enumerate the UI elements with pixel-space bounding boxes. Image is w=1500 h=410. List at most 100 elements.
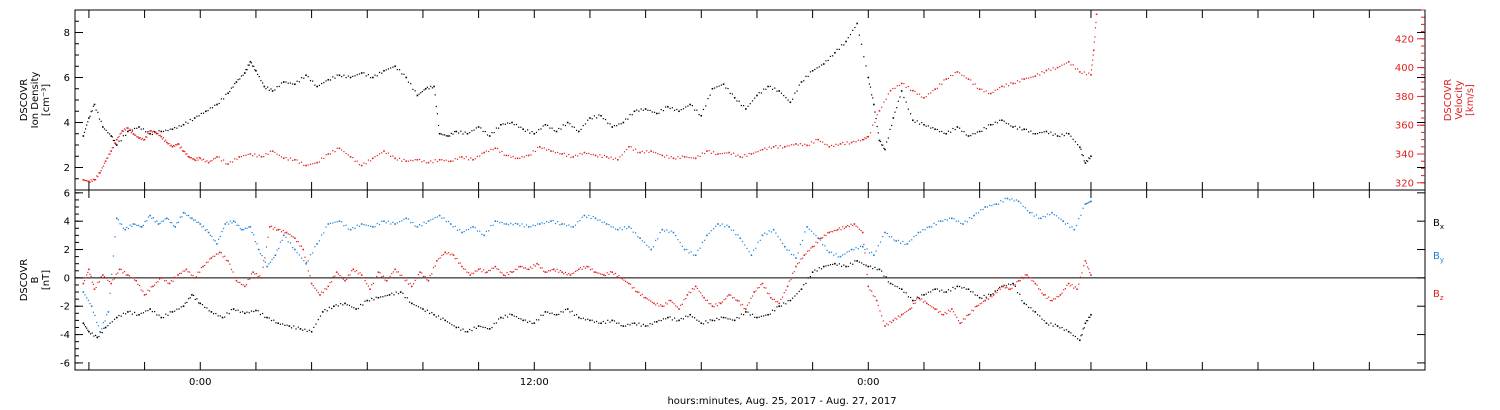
data-point xyxy=(966,221,968,223)
data-point xyxy=(603,221,606,223)
data-point xyxy=(865,265,867,267)
data-point xyxy=(207,161,210,164)
data-point xyxy=(536,262,538,265)
data-point xyxy=(319,294,321,296)
data-point xyxy=(115,273,117,275)
data-point xyxy=(1061,133,1063,135)
data-point xyxy=(909,308,911,310)
data-point xyxy=(719,225,721,227)
data-point xyxy=(467,228,470,231)
data-point xyxy=(502,274,505,276)
data-point xyxy=(321,82,323,85)
data-point xyxy=(697,249,699,251)
data-point xyxy=(316,161,318,164)
data-point xyxy=(629,283,632,285)
axis-title-line: [nT] xyxy=(41,270,52,290)
data-point xyxy=(783,146,786,148)
data-point xyxy=(398,157,401,159)
data-point xyxy=(266,265,268,268)
data-point xyxy=(823,234,825,236)
data-point xyxy=(984,299,987,302)
data-point xyxy=(191,119,194,122)
data-point xyxy=(938,131,941,133)
data-point xyxy=(956,285,959,288)
data-point xyxy=(973,214,975,217)
data-point xyxy=(697,155,699,157)
data-point xyxy=(164,140,166,142)
data-point xyxy=(750,254,753,256)
data-point xyxy=(258,154,260,156)
data-point xyxy=(256,243,258,245)
data-point xyxy=(947,289,950,291)
data-point xyxy=(900,90,903,92)
data-point xyxy=(159,278,161,280)
data-point xyxy=(342,278,344,280)
axis-title-line: [cm⁻³] xyxy=(41,84,52,116)
data-point xyxy=(122,227,125,229)
data-point xyxy=(779,145,781,147)
data-point xyxy=(1083,71,1085,73)
data-point xyxy=(858,261,860,263)
data-point xyxy=(673,303,675,305)
data-point xyxy=(483,151,485,154)
data-point xyxy=(391,292,393,294)
data-point xyxy=(1042,294,1045,296)
data-point xyxy=(243,154,245,157)
data-point xyxy=(608,157,610,159)
data-point xyxy=(287,159,289,161)
data-point xyxy=(1039,131,1041,134)
data-point xyxy=(923,123,925,126)
data-point xyxy=(147,131,149,133)
data-point xyxy=(295,241,298,243)
data-point xyxy=(683,299,685,301)
data-point xyxy=(754,316,756,319)
data-point xyxy=(668,157,670,159)
data-point xyxy=(1001,85,1003,88)
data-point xyxy=(559,269,562,272)
data-point xyxy=(436,160,439,163)
data-point xyxy=(198,156,200,159)
data-point xyxy=(758,286,760,289)
data-point xyxy=(396,159,398,161)
data-point xyxy=(424,275,426,278)
data-point xyxy=(539,267,542,269)
data-point xyxy=(97,176,99,178)
data-point xyxy=(308,329,310,331)
data-point xyxy=(906,310,908,312)
data-point xyxy=(198,115,200,117)
data-point xyxy=(887,137,889,139)
data-point xyxy=(952,127,954,130)
data-point xyxy=(343,151,345,153)
data-point xyxy=(992,123,994,126)
data-point xyxy=(239,228,241,230)
data-point xyxy=(472,226,474,228)
data-point xyxy=(950,290,952,292)
data-point xyxy=(893,239,895,241)
data-point xyxy=(297,326,299,328)
data-point xyxy=(529,320,531,322)
data-point xyxy=(447,220,450,223)
data-point xyxy=(1065,132,1068,134)
data-point xyxy=(321,157,323,159)
data-point xyxy=(999,288,1001,290)
data-point xyxy=(765,314,767,316)
data-point xyxy=(247,64,249,66)
data-point xyxy=(607,122,609,124)
data-point xyxy=(1036,133,1039,135)
data-point xyxy=(745,308,747,310)
data-point xyxy=(957,320,960,322)
data-point xyxy=(592,153,594,156)
data-point xyxy=(916,120,918,122)
data-point xyxy=(174,126,176,129)
data-point xyxy=(691,105,693,107)
data-point xyxy=(655,239,657,242)
data-point xyxy=(614,272,617,275)
data-point xyxy=(879,241,882,243)
data-point xyxy=(126,226,128,229)
data-point xyxy=(86,124,88,126)
data-point xyxy=(692,254,695,256)
data-point xyxy=(300,77,303,79)
data-point xyxy=(1067,330,1070,333)
data-point xyxy=(216,243,218,245)
data-point xyxy=(750,297,752,299)
